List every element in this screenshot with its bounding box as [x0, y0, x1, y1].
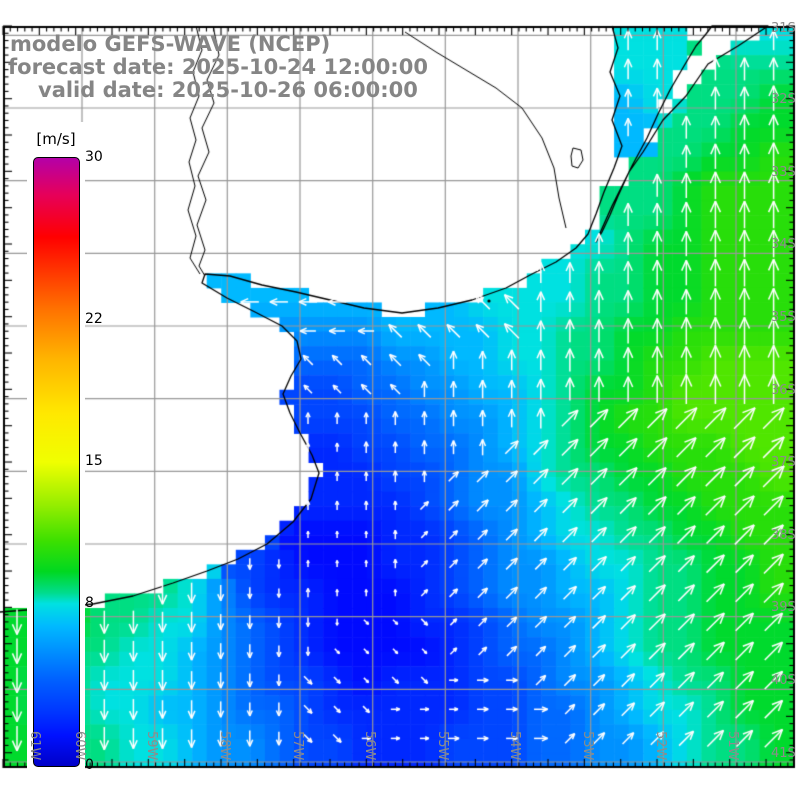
- lat-label: 32S: [771, 92, 796, 107]
- lat-label: 37S: [771, 455, 796, 470]
- colorbar-tick-label: 0: [85, 757, 94, 773]
- lon-label: 53W: [580, 731, 595, 761]
- lat-label: 35S: [771, 310, 796, 325]
- lon-label: 60W: [72, 731, 87, 761]
- lat-label: 34S: [771, 237, 796, 252]
- colorbar-gradient: [33, 157, 80, 767]
- colorbar-tick-label: 15: [85, 453, 103, 469]
- colorbar-tick-label: 8: [85, 594, 94, 611]
- lon-label: 54W: [507, 731, 522, 761]
- lat-label: 38S: [771, 528, 796, 543]
- model-title: modelo GEFS-WAVE (NCEP): [10, 32, 331, 56]
- lon-label: 52W: [653, 731, 668, 761]
- colorbar-unit-label: [m/s]: [36, 130, 76, 148]
- lat-label: 33S: [771, 165, 796, 180]
- lat-label: 31S: [771, 21, 796, 36]
- lon-label: 61W: [27, 731, 42, 761]
- lon-label: 58W: [217, 731, 232, 761]
- lon-label: 57W: [290, 731, 305, 761]
- lon-label: 55W: [435, 731, 450, 761]
- lon-label: 51W: [725, 731, 740, 761]
- lat-label: 41S: [771, 746, 796, 761]
- lon-label: 59W: [144, 731, 159, 761]
- colorbar-tick-label: 30: [85, 149, 103, 165]
- forecast-date-line: forecast date: 2025-10-24 12:00:00: [8, 55, 428, 79]
- lat-label: 36S: [771, 383, 796, 398]
- colorbar-tick-label: 22: [85, 311, 103, 328]
- valid-date-line: valid date: 2025-10-26 06:00:00: [38, 78, 418, 102]
- lon-label: 56W: [362, 731, 377, 761]
- lat-label: 39S: [771, 600, 796, 615]
- lat-label: 40S: [771, 673, 796, 688]
